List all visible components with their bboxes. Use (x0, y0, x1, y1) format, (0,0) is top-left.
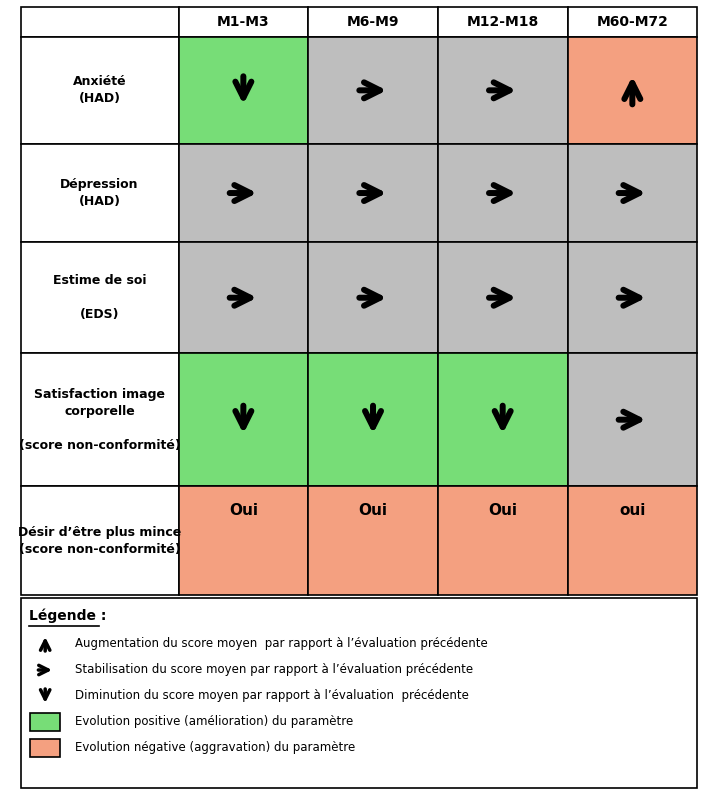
Text: M12-M18: M12-M18 (467, 15, 539, 29)
Text: M1-M3: M1-M3 (217, 15, 270, 29)
Text: M6-M9: M6-M9 (347, 15, 400, 29)
Text: Satisfaction image
corporelle

(score non-conformité): Satisfaction image corporelle (score non… (19, 388, 181, 452)
Bar (438, 353, 568, 487)
Text: Légende :: Légende : (28, 609, 106, 623)
Text: Evolution négative (aggravation) du paramètre: Evolution négative (aggravation) du para… (75, 742, 355, 754)
Text: Désir d’être plus mince
(score non-conformité): Désir d’être plus mince (score non-confo… (18, 525, 181, 555)
Text: Anxiété
(HAD): Anxiété (HAD) (73, 75, 126, 105)
Text: Oui: Oui (488, 502, 517, 517)
Bar (568, 37, 698, 144)
Text: Evolution positive (amélioration) du paramètre: Evolution positive (amélioration) du par… (75, 716, 353, 728)
Bar (438, 37, 568, 144)
Bar (30, 713, 60, 731)
Text: Dépression
(HAD): Dépression (HAD) (60, 178, 139, 208)
Text: Estime de soi

(EDS): Estime de soi (EDS) (53, 274, 146, 322)
Bar (309, 37, 438, 144)
Bar (568, 144, 698, 243)
Bar (438, 144, 568, 243)
Bar (179, 37, 309, 144)
Bar (438, 7, 568, 37)
Bar (30, 739, 60, 757)
Bar (309, 7, 438, 37)
Bar (438, 487, 568, 595)
Bar (20, 243, 179, 353)
Bar (20, 598, 698, 788)
Text: Oui: Oui (229, 502, 258, 517)
Text: Diminution du score moyen par rapport à l’évaluation  précédente: Diminution du score moyen par rapport à … (75, 690, 469, 702)
Bar (568, 487, 698, 595)
Bar (309, 487, 438, 595)
Bar (20, 7, 179, 37)
Bar (568, 7, 698, 37)
Bar (20, 144, 179, 243)
Text: Stabilisation du score moyen par rapport à l’évaluation précédente: Stabilisation du score moyen par rapport… (75, 664, 473, 676)
Text: M60-M72: M60-M72 (597, 15, 669, 29)
Bar (438, 243, 568, 353)
Bar (309, 353, 438, 487)
Bar (179, 487, 309, 595)
Bar (309, 243, 438, 353)
Text: oui: oui (619, 502, 645, 517)
Bar (179, 144, 309, 243)
Bar (20, 487, 179, 595)
Bar (179, 7, 309, 37)
Text: Oui: Oui (359, 502, 388, 517)
Bar (179, 243, 309, 353)
Bar (568, 353, 698, 487)
Bar (309, 144, 438, 243)
Bar (20, 37, 179, 144)
Text: Augmentation du score moyen  par rapport à l’évaluation précédente: Augmentation du score moyen par rapport … (75, 638, 487, 650)
Bar (568, 243, 698, 353)
Bar (20, 353, 179, 487)
Bar (179, 353, 309, 487)
